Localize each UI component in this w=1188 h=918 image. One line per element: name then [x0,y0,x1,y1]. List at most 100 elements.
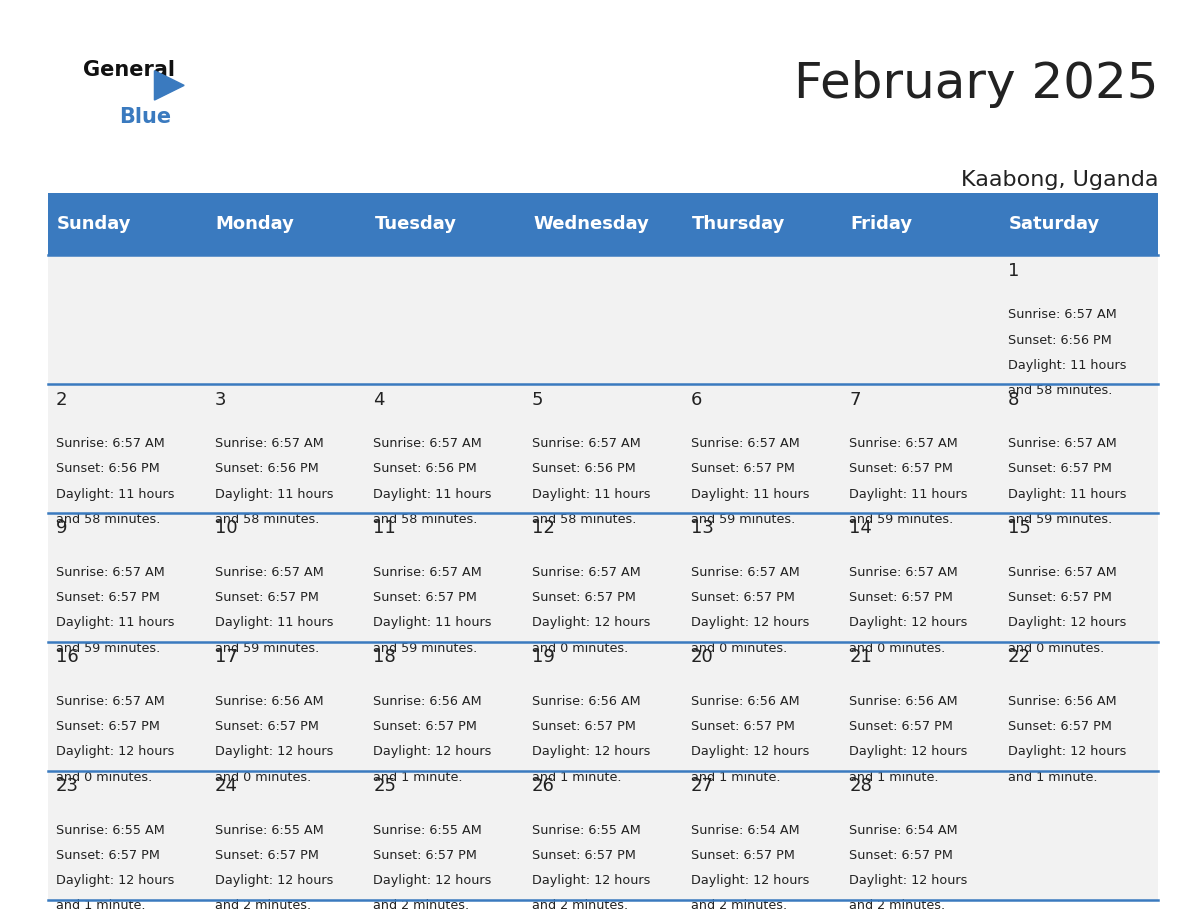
Text: Sunrise: 6:56 AM: Sunrise: 6:56 AM [849,695,958,708]
Text: Sunrise: 6:57 AM: Sunrise: 6:57 AM [1007,437,1117,451]
Text: Sunset: 6:57 PM: Sunset: 6:57 PM [690,463,795,476]
Text: 14: 14 [849,520,872,537]
Text: Sunday: Sunday [57,215,132,233]
Text: and 2 minutes.: and 2 minutes. [373,900,469,912]
Text: Sunrise: 6:57 AM: Sunrise: 6:57 AM [56,437,165,451]
Bar [682,771,841,900]
Text: 9: 9 [56,520,68,537]
Bar [207,771,365,900]
Text: and 0 minutes.: and 0 minutes. [849,642,946,655]
Text: 19: 19 [532,648,555,666]
Text: Sunset: 6:57 PM: Sunset: 6:57 PM [373,849,478,862]
Bar [841,771,999,900]
Bar [841,384,999,513]
Bar [365,384,524,513]
Bar [682,255,841,384]
Bar [48,255,207,384]
Text: Sunset: 6:56 PM: Sunset: 6:56 PM [373,463,476,476]
Text: Sunset: 6:56 PM: Sunset: 6:56 PM [215,463,318,476]
Text: Sunrise: 6:57 AM: Sunrise: 6:57 AM [215,437,323,451]
Text: Daylight: 11 hours: Daylight: 11 hours [215,617,333,630]
Text: 25: 25 [373,778,397,795]
Text: Daylight: 12 hours: Daylight: 12 hours [849,874,967,888]
Text: Sunset: 6:57 PM: Sunset: 6:57 PM [849,849,953,862]
Text: Daylight: 11 hours: Daylight: 11 hours [56,617,175,630]
Text: 2: 2 [56,390,68,409]
Text: Daylight: 11 hours: Daylight: 11 hours [1007,487,1126,500]
Text: Sunrise: 6:57 AM: Sunrise: 6:57 AM [532,566,640,579]
Bar [524,642,682,771]
Text: and 58 minutes.: and 58 minutes. [215,513,318,526]
Text: 22: 22 [1007,648,1031,666]
Text: Daylight: 12 hours: Daylight: 12 hours [532,745,650,758]
Bar [999,255,1158,384]
Bar [207,642,365,771]
Text: and 1 minute.: and 1 minute. [690,770,781,783]
Text: Sunset: 6:57 PM: Sunset: 6:57 PM [56,849,159,862]
Text: Sunset: 6:56 PM: Sunset: 6:56 PM [56,463,159,476]
Text: Sunrise: 6:57 AM: Sunrise: 6:57 AM [1007,308,1117,321]
Text: Daylight: 11 hours: Daylight: 11 hours [1007,359,1126,372]
Text: and 0 minutes.: and 0 minutes. [690,642,786,655]
Text: 3: 3 [215,390,226,409]
Text: 7: 7 [849,390,861,409]
Text: and 58 minutes.: and 58 minutes. [373,513,478,526]
Text: Sunset: 6:57 PM: Sunset: 6:57 PM [849,721,953,733]
Text: Daylight: 11 hours: Daylight: 11 hours [690,487,809,500]
Text: Sunset: 6:57 PM: Sunset: 6:57 PM [215,721,318,733]
Text: Daylight: 12 hours: Daylight: 12 hours [690,745,809,758]
Bar [48,771,207,900]
Bar [48,384,207,513]
Text: and 0 minutes.: and 0 minutes. [1007,642,1104,655]
Text: Daylight: 12 hours: Daylight: 12 hours [1007,745,1126,758]
Text: Sunset: 6:57 PM: Sunset: 6:57 PM [532,721,636,733]
Text: Sunrise: 6:57 AM: Sunrise: 6:57 AM [849,566,958,579]
Text: Daylight: 12 hours: Daylight: 12 hours [690,874,809,888]
Text: Blue: Blue [119,107,171,128]
Text: 21: 21 [849,648,872,666]
Text: and 58 minutes.: and 58 minutes. [56,513,160,526]
Text: 28: 28 [849,778,872,795]
Text: Sunrise: 6:57 AM: Sunrise: 6:57 AM [215,566,323,579]
Text: Sunset: 6:57 PM: Sunset: 6:57 PM [532,849,636,862]
Text: and 0 minutes.: and 0 minutes. [532,642,628,655]
Bar [999,642,1158,771]
Text: Sunset: 6:57 PM: Sunset: 6:57 PM [1007,721,1112,733]
Text: 17: 17 [215,648,238,666]
Text: Daylight: 11 hours: Daylight: 11 hours [373,617,492,630]
Text: Sunrise: 6:57 AM: Sunrise: 6:57 AM [56,566,165,579]
Bar [682,513,841,642]
Text: Sunrise: 6:55 AM: Sunrise: 6:55 AM [532,824,640,837]
Text: 15: 15 [1007,520,1031,537]
Text: Saturday: Saturday [1009,215,1100,233]
Text: 18: 18 [373,648,396,666]
Text: Sunset: 6:57 PM: Sunset: 6:57 PM [1007,591,1112,604]
Text: Sunset: 6:57 PM: Sunset: 6:57 PM [373,721,478,733]
Bar [207,384,365,513]
Text: and 2 minutes.: and 2 minutes. [532,900,628,912]
Text: Sunset: 6:57 PM: Sunset: 6:57 PM [532,591,636,604]
Text: and 59 minutes.: and 59 minutes. [690,513,795,526]
Text: Daylight: 12 hours: Daylight: 12 hours [373,874,492,888]
Text: and 2 minutes.: and 2 minutes. [849,900,946,912]
Text: Sunrise: 6:55 AM: Sunrise: 6:55 AM [56,824,165,837]
Text: Sunset: 6:57 PM: Sunset: 6:57 PM [690,721,795,733]
Bar [524,255,682,384]
Text: Daylight: 12 hours: Daylight: 12 hours [215,874,333,888]
Text: Sunset: 6:57 PM: Sunset: 6:57 PM [56,721,159,733]
Text: Sunrise: 6:54 AM: Sunrise: 6:54 AM [690,824,800,837]
Text: Sunrise: 6:57 AM: Sunrise: 6:57 AM [690,566,800,579]
Bar [48,193,1158,255]
Text: 11: 11 [373,520,396,537]
Text: Daylight: 11 hours: Daylight: 11 hours [215,487,333,500]
Bar [365,513,524,642]
Text: Kaabong, Uganda: Kaabong, Uganda [961,170,1158,190]
Text: Sunset: 6:57 PM: Sunset: 6:57 PM [373,591,478,604]
Text: Sunrise: 6:55 AM: Sunrise: 6:55 AM [373,824,482,837]
Bar [48,513,207,642]
Text: Sunset: 6:56 PM: Sunset: 6:56 PM [532,463,636,476]
Text: Sunrise: 6:56 AM: Sunrise: 6:56 AM [215,695,323,708]
Text: Daylight: 11 hours: Daylight: 11 hours [532,487,650,500]
Text: February 2025: February 2025 [794,60,1158,107]
Text: Sunset: 6:57 PM: Sunset: 6:57 PM [849,591,953,604]
